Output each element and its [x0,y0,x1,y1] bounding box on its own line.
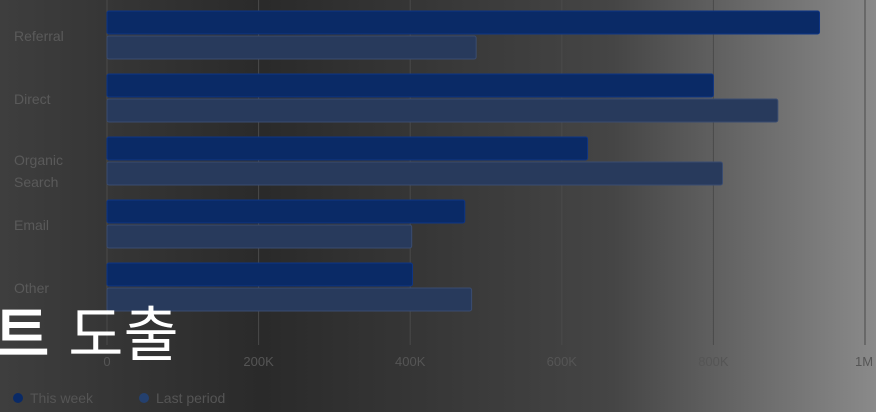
legend-swatch [139,393,149,403]
category-label: Email [14,217,49,233]
bar-last-period [106,287,473,312]
bar-this-week [106,73,714,98]
category-label: Organic [14,152,63,168]
legend-label: Last period [156,390,225,406]
overlay-caption: 트 도출 [0,306,179,366]
bar-this-week [106,262,413,287]
x-tick-label: 0 [103,354,110,369]
bar-this-week [106,199,466,224]
category-label: Direct [14,91,51,107]
category-label: Referral [14,28,64,44]
x-tick-label: 600K [547,354,578,369]
x-tick-label: 400K [395,354,426,369]
x-tick-label: 1M [855,354,873,369]
bar-this-week [106,10,821,35]
bar-this-week [106,136,589,161]
bar-last-period [106,98,779,123]
x-tick-label: 800K [698,354,729,369]
category-label: Other [14,280,49,296]
legend-swatch [13,393,23,403]
overlay-caption-bold: 트 [0,301,50,371]
x-tick-label: 200K [243,354,274,369]
legend-label: This week [30,390,94,406]
bar-last-period [106,161,723,186]
overlay-caption-rest: 도출 [49,301,179,371]
category-label: Search [14,174,58,190]
bar-last-period [106,35,477,60]
bar-last-period [106,224,413,249]
